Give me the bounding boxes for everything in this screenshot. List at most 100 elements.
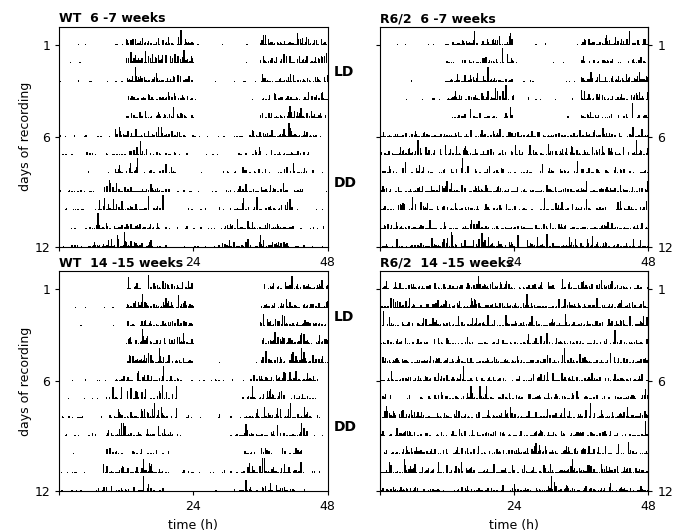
Bar: [410, 153, 411, 155]
Bar: [395, 191, 396, 192]
Bar: [510, 33, 511, 45]
Bar: [183, 324, 184, 326]
Bar: [642, 96, 643, 100]
Bar: [585, 486, 587, 491]
Bar: [604, 97, 605, 100]
Bar: [155, 116, 157, 118]
Bar: [636, 324, 637, 326]
Bar: [438, 338, 440, 344]
Bar: [392, 153, 393, 155]
Bar: [437, 472, 438, 473]
Bar: [135, 359, 137, 363]
Bar: [646, 360, 648, 363]
Bar: [171, 376, 172, 381]
Bar: [144, 340, 146, 344]
Bar: [611, 281, 613, 289]
Bar: [611, 417, 613, 418]
Bar: [386, 489, 388, 491]
Bar: [572, 376, 573, 381]
Bar: [551, 472, 552, 473]
Bar: [620, 201, 621, 210]
Bar: [620, 185, 621, 192]
Bar: [310, 135, 312, 137]
Bar: [511, 417, 512, 418]
Bar: [111, 486, 112, 491]
Bar: [643, 172, 644, 174]
Bar: [545, 306, 546, 307]
Bar: [215, 81, 216, 82]
Bar: [135, 172, 136, 174]
Bar: [521, 134, 522, 136]
Bar: [302, 380, 303, 381]
Bar: [322, 435, 323, 436]
Bar: [283, 227, 284, 228]
Bar: [429, 453, 430, 455]
Bar: [587, 361, 588, 363]
Bar: [568, 284, 569, 289]
Bar: [153, 288, 154, 289]
Bar: [503, 393, 505, 399]
Bar: [116, 451, 117, 455]
Bar: [404, 154, 405, 155]
Bar: [277, 245, 278, 247]
Bar: [477, 453, 478, 455]
Bar: [445, 243, 447, 247]
Bar: [473, 190, 475, 192]
Bar: [592, 116, 594, 118]
Bar: [461, 433, 462, 436]
Bar: [135, 416, 137, 418]
Bar: [413, 490, 414, 491]
Bar: [404, 338, 406, 344]
Bar: [454, 343, 456, 344]
Bar: [416, 472, 417, 473]
Bar: [476, 325, 477, 326]
Bar: [293, 288, 295, 289]
Bar: [579, 288, 581, 289]
Bar: [439, 173, 441, 174]
Bar: [130, 325, 132, 326]
Bar: [588, 135, 589, 136]
Bar: [286, 417, 287, 418]
Bar: [609, 322, 611, 326]
Bar: [312, 304, 314, 307]
Bar: [192, 209, 193, 210]
Bar: [279, 152, 280, 155]
Bar: [291, 379, 292, 381]
Bar: [620, 488, 622, 491]
Bar: [535, 432, 537, 436]
Bar: [498, 379, 499, 381]
Bar: [318, 116, 319, 118]
Bar: [618, 379, 619, 381]
Bar: [431, 449, 432, 455]
Bar: [568, 325, 569, 326]
Bar: [182, 114, 183, 118]
Bar: [549, 472, 551, 473]
Bar: [455, 288, 457, 289]
Bar: [524, 380, 526, 381]
Bar: [251, 490, 252, 491]
Bar: [327, 302, 328, 307]
Bar: [542, 164, 543, 174]
Bar: [556, 453, 558, 455]
Bar: [632, 127, 634, 136]
Bar: [598, 44, 599, 45]
Bar: [438, 209, 440, 210]
Bar: [383, 435, 385, 436]
Bar: [131, 113, 132, 118]
Bar: [314, 135, 316, 136]
Bar: [493, 191, 494, 192]
Bar: [80, 190, 82, 192]
Bar: [625, 398, 626, 399]
Bar: [289, 286, 290, 289]
Bar: [392, 416, 393, 418]
Bar: [557, 209, 558, 210]
Bar: [474, 299, 475, 307]
Bar: [556, 288, 557, 289]
Bar: [424, 359, 425, 363]
Bar: [135, 66, 136, 82]
Bar: [99, 380, 100, 381]
Bar: [139, 79, 140, 82]
Bar: [496, 135, 497, 137]
Bar: [455, 396, 457, 399]
Bar: [630, 450, 631, 455]
